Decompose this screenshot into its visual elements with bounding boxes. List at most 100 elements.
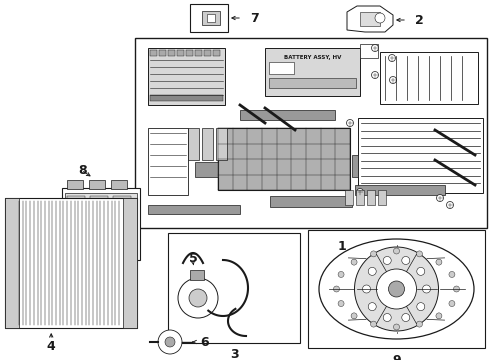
Bar <box>62 188 140 260</box>
Bar <box>356 190 364 205</box>
Bar <box>90 232 108 246</box>
Circle shape <box>383 256 391 265</box>
Circle shape <box>449 301 455 307</box>
Bar <box>111 180 127 189</box>
Bar <box>67 214 85 228</box>
Bar <box>148 48 225 105</box>
Text: 9: 9 <box>392 354 401 360</box>
Bar <box>204 50 211 56</box>
Bar <box>190 4 228 32</box>
Circle shape <box>371 72 378 78</box>
Circle shape <box>416 321 422 327</box>
Circle shape <box>165 337 175 347</box>
Circle shape <box>371 45 378 51</box>
Bar <box>5 198 137 328</box>
Bar <box>186 50 193 56</box>
Text: 4: 4 <box>47 339 55 352</box>
Bar <box>150 95 223 101</box>
Circle shape <box>416 251 422 257</box>
Bar <box>195 50 202 56</box>
Text: 5: 5 <box>189 252 197 265</box>
Bar <box>360 44 378 58</box>
Bar <box>265 48 360 96</box>
Circle shape <box>389 54 395 62</box>
Bar <box>148 205 240 214</box>
Circle shape <box>375 13 385 23</box>
Bar <box>168 233 300 343</box>
Circle shape <box>338 301 344 307</box>
Text: 6: 6 <box>200 336 209 348</box>
Circle shape <box>383 314 391 321</box>
Bar <box>308 230 485 348</box>
Bar <box>216 128 227 160</box>
Text: 1: 1 <box>338 240 346 253</box>
Circle shape <box>351 259 357 265</box>
Bar <box>90 196 108 210</box>
Circle shape <box>368 267 376 275</box>
Bar <box>207 14 215 22</box>
Circle shape <box>417 303 425 311</box>
Bar <box>113 196 131 210</box>
Circle shape <box>422 285 431 293</box>
Bar <box>168 50 175 56</box>
Bar <box>270 196 352 207</box>
Bar <box>113 232 131 246</box>
Circle shape <box>334 286 340 292</box>
Bar <box>213 50 220 56</box>
Bar <box>269 78 356 88</box>
Bar <box>190 270 204 280</box>
Circle shape <box>370 321 376 327</box>
Bar <box>159 50 166 56</box>
Bar <box>360 12 380 26</box>
Bar <box>67 232 85 246</box>
Circle shape <box>389 281 405 297</box>
Bar <box>378 190 386 205</box>
Circle shape <box>370 251 376 257</box>
Ellipse shape <box>319 239 474 339</box>
Circle shape <box>178 278 218 318</box>
Circle shape <box>351 313 357 319</box>
Bar <box>218 128 350 190</box>
Text: BATTERY ASSY, HV: BATTERY ASSY, HV <box>284 55 341 60</box>
Bar <box>150 50 157 56</box>
Bar <box>352 155 358 177</box>
Polygon shape <box>347 6 393 32</box>
Bar <box>188 128 199 160</box>
Bar <box>5 198 19 328</box>
Circle shape <box>354 247 439 331</box>
Bar <box>355 185 445 195</box>
Circle shape <box>402 314 410 321</box>
Circle shape <box>376 269 416 309</box>
Circle shape <box>454 286 460 292</box>
Circle shape <box>402 256 410 265</box>
Bar <box>240 110 335 120</box>
Bar <box>195 162 218 177</box>
Circle shape <box>436 313 442 319</box>
Circle shape <box>390 77 396 84</box>
Circle shape <box>368 303 376 311</box>
Bar <box>202 11 220 25</box>
Bar <box>90 214 108 228</box>
Circle shape <box>436 259 442 265</box>
Text: 3: 3 <box>230 348 238 360</box>
Bar <box>202 128 213 160</box>
Bar <box>135 38 487 228</box>
Circle shape <box>338 271 344 278</box>
Circle shape <box>393 324 399 330</box>
Bar <box>358 118 483 193</box>
Bar <box>123 198 137 328</box>
Bar <box>67 196 85 210</box>
Bar <box>67 180 83 189</box>
Circle shape <box>158 330 182 354</box>
Bar <box>89 180 105 189</box>
Circle shape <box>446 202 454 208</box>
Circle shape <box>363 285 370 293</box>
Bar <box>367 190 375 205</box>
Text: 8: 8 <box>79 163 87 176</box>
Bar <box>65 193 137 255</box>
Circle shape <box>189 289 207 307</box>
Bar <box>148 128 188 195</box>
Circle shape <box>357 189 364 195</box>
Circle shape <box>346 120 353 126</box>
Text: 2: 2 <box>415 13 424 27</box>
